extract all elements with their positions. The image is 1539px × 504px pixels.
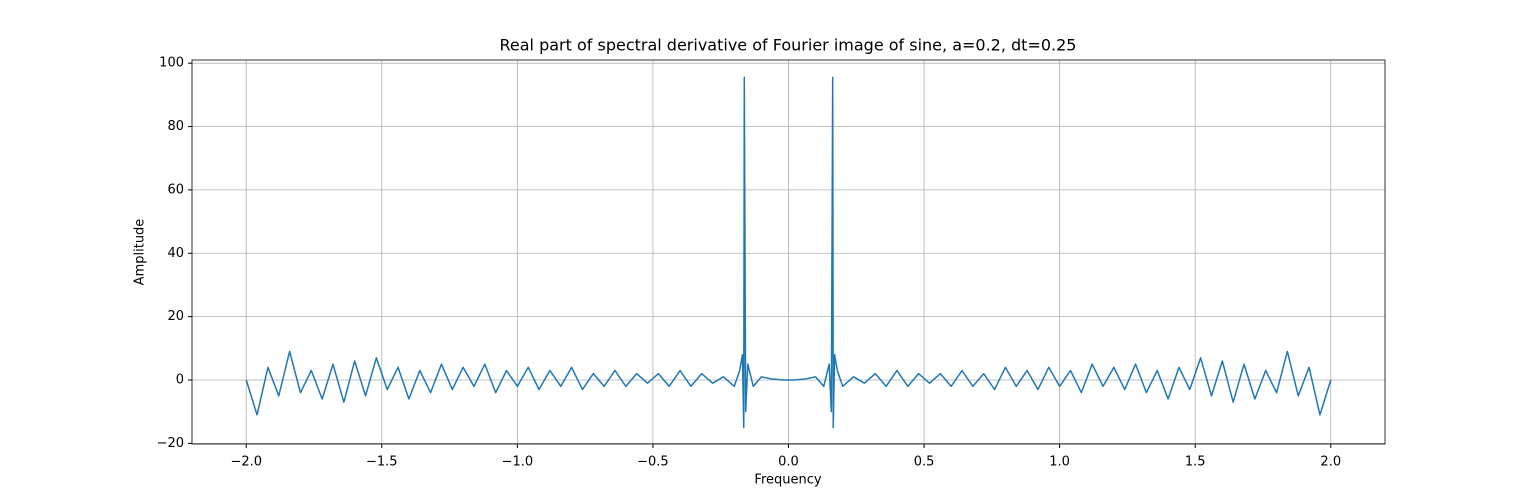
x-tick-label: −0.5 — [637, 455, 669, 470]
chart-title: Real part of spectral derivative of Four… — [500, 36, 1077, 55]
y-tick-label: 40 — [167, 246, 184, 261]
y-tick-label: 80 — [167, 119, 184, 134]
x-tick-label: −2.0 — [230, 455, 262, 470]
x-tick-label: 1.5 — [1185, 455, 1206, 470]
y-tick-label: 0 — [176, 373, 184, 388]
x-tick-label: −1.5 — [366, 455, 398, 470]
y-tick-label: 20 — [167, 309, 184, 324]
x-tick-label: 1.0 — [1049, 455, 1070, 470]
x-tick-label: 2.0 — [1320, 455, 1341, 470]
x-tick-label: −1.0 — [502, 455, 534, 470]
y-tick-label: 100 — [159, 56, 184, 71]
x-tick-label: 0.5 — [914, 455, 935, 470]
y-tick-label: −20 — [157, 436, 184, 451]
plot-frame — [191, 59, 1386, 445]
x-tick-label: 0.0 — [778, 455, 799, 470]
y-tick-label: 60 — [167, 182, 184, 197]
y-axis-label: Amplitude — [133, 219, 148, 286]
data-line — [245, 76, 1332, 429]
x-axis-label: Frequency — [754, 473, 821, 488]
